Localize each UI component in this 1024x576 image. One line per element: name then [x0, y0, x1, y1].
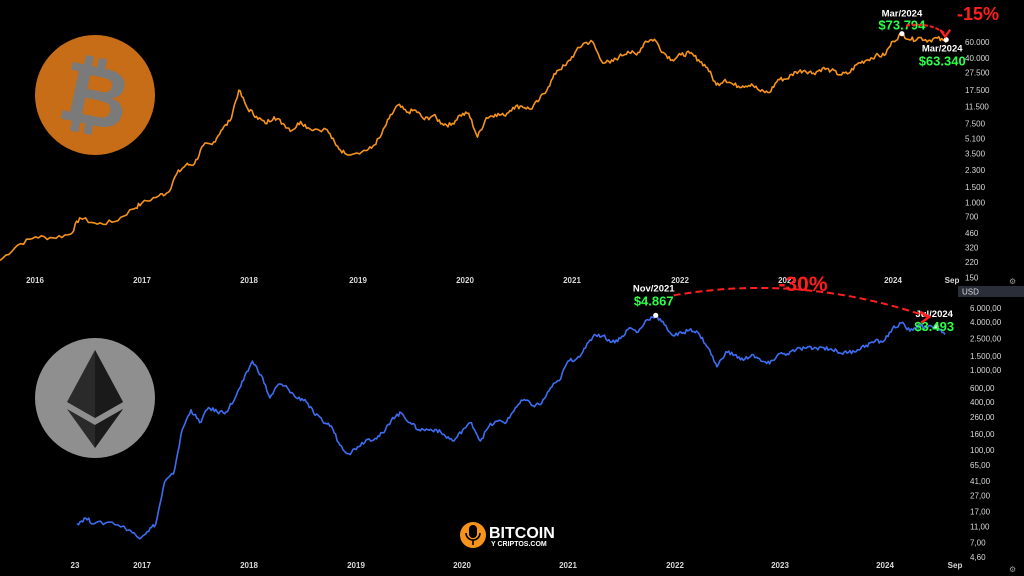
- y-tick-label: 1.500,00: [970, 352, 1002, 361]
- y-tick-label: 65,00: [970, 461, 991, 470]
- x-tick-label: 2022: [671, 276, 689, 285]
- y-tick-label: 60.000: [965, 38, 990, 47]
- bitcoin-coin-icon: ₿: [35, 35, 155, 155]
- x-tick-label: 2016: [26, 276, 44, 285]
- gear-icon[interactable]: ⚙: [1009, 565, 1016, 574]
- eth-price-line: [76, 314, 946, 540]
- brand-line1: BITCOIN: [489, 525, 555, 542]
- x-tick-label: 23: [71, 561, 80, 570]
- annotation-price: $3.493: [914, 319, 954, 334]
- x-tick-label: 2021: [563, 276, 581, 285]
- annotation-price: $4.867: [634, 293, 674, 308]
- x-tick-label: 2022: [666, 561, 684, 570]
- ethereum-coin-icon: [35, 338, 155, 458]
- annotation-date: Mar/2024: [922, 44, 963, 55]
- y-tick-label: 1.500: [965, 183, 986, 192]
- x-tick-label: 2020: [456, 276, 474, 285]
- y-tick-label: 11.500: [965, 103, 989, 112]
- y-tick-label: 2.500,00: [970, 334, 1002, 343]
- x-tick-label: 2018: [240, 561, 258, 570]
- annotation-date: Jul/2024: [915, 309, 953, 320]
- y-tick-label: 100,00: [970, 446, 995, 455]
- x-tick-label: 2023: [778, 276, 796, 285]
- y-tick-label: 700: [965, 213, 979, 222]
- y-tick-label: 4.000,00: [970, 318, 1002, 327]
- x-tick-label: 2024: [876, 561, 894, 570]
- y-tick-label: 460: [965, 229, 979, 238]
- y-tick-label: 7.500: [965, 120, 986, 129]
- brand-logo: BITCOIN Y CRIPTOS.COM: [460, 522, 555, 548]
- annotation-price: $63.340: [919, 54, 966, 69]
- currency-label: USD: [962, 288, 979, 297]
- brand-line2: Y CRIPTOS.COM: [491, 541, 547, 548]
- x-tick-label: Sep: [948, 561, 963, 570]
- y-tick-label: 27.500: [965, 69, 990, 78]
- x-tick-label: Sep: [945, 276, 960, 285]
- y-tick-label: 160,00: [970, 430, 995, 439]
- annotation-date: Nov/2021: [633, 283, 675, 294]
- change-percent-label: -15%: [957, 4, 999, 24]
- arrow-head: [939, 29, 952, 39]
- btc-price-line: [0, 32, 947, 262]
- y-tick-label: 220: [965, 258, 979, 267]
- x-tick-label: 2017: [133, 276, 151, 285]
- x-tick-label: 2020: [453, 561, 471, 570]
- y-tick-label: 5.100: [965, 135, 986, 144]
- x-tick-label: 2018: [240, 276, 258, 285]
- y-tick-label: 1.000: [965, 199, 986, 208]
- y-tick-label: 7,00: [970, 538, 986, 547]
- y-tick-label: 41,00: [970, 477, 991, 486]
- y-tick-label: 3.500: [965, 150, 986, 159]
- y-tick-label: 27,00: [970, 492, 991, 501]
- arrow-head: [919, 310, 932, 324]
- bitcoin-price-chart: 60.000 40.000 27.500 17.500 11.500 7.500 5.100…: [0, 4, 999, 285]
- annotation-point: [653, 312, 659, 318]
- x-tick-label: 2019: [347, 561, 365, 570]
- ethereum-price-chart: 6.000,00 4.000,00 2.500,00 1.500,00 1.000,00…: [71, 273, 1002, 570]
- y-tick-label: 320: [965, 244, 979, 253]
- x-tick-label: 2021: [559, 561, 577, 570]
- change-percent-label: -30%: [778, 273, 827, 296]
- y-tick-label: 600,00: [970, 384, 995, 393]
- y-tick-label: 400,00: [970, 398, 995, 407]
- annotation-point: [943, 37, 949, 43]
- y-tick-label: 17,00: [970, 508, 991, 517]
- annotation-point: [933, 324, 939, 330]
- y-tick-label: 150: [965, 273, 979, 282]
- x-tick-label: 2024: [884, 276, 902, 285]
- x-tick-label: 2023: [771, 561, 789, 570]
- y-tick-label: 260,00: [970, 413, 995, 422]
- x-tick-label: 2019: [349, 276, 367, 285]
- y-tick-label: 17.500: [965, 86, 990, 95]
- y-tick-label: 4,60: [970, 553, 986, 562]
- y-tick-label: 6.000,00: [970, 304, 1002, 313]
- annotation-price: $73.794: [878, 18, 926, 33]
- y-tick-label: 1.000,00: [970, 366, 1002, 375]
- x-tick-label: 2017: [133, 561, 151, 570]
- annotation-point: [899, 31, 905, 37]
- currency-badge: [958, 286, 1024, 297]
- y-tick-label: 40.000: [965, 54, 990, 63]
- y-tick-label: 11,00: [970, 523, 990, 532]
- annotation-date: Mar/2024: [882, 9, 923, 20]
- gear-icon[interactable]: ⚙: [1009, 277, 1016, 286]
- drop-arrow: [673, 286, 929, 318]
- y-tick-label: 2.300: [965, 166, 986, 175]
